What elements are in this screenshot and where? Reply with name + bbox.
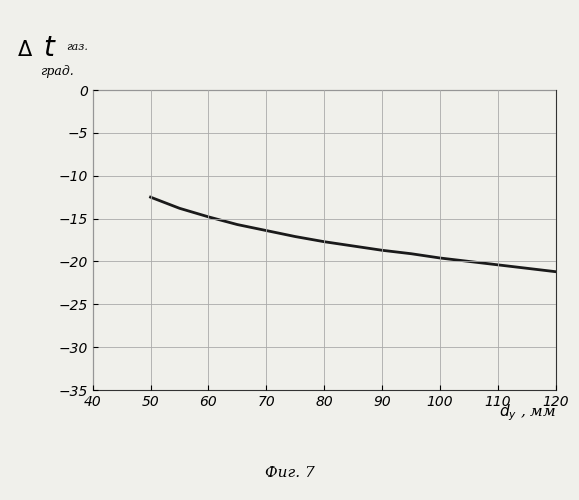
- Text: $t$: $t$: [43, 36, 57, 62]
- Text: $d_y$ , мм: $d_y$ , мм: [499, 402, 556, 423]
- Text: $\Delta$: $\Delta$: [17, 40, 34, 60]
- Text: газ.: газ.: [67, 42, 89, 52]
- Text: град.: град.: [41, 64, 74, 78]
- Text: Фиг. 7: Фиг. 7: [265, 466, 314, 480]
